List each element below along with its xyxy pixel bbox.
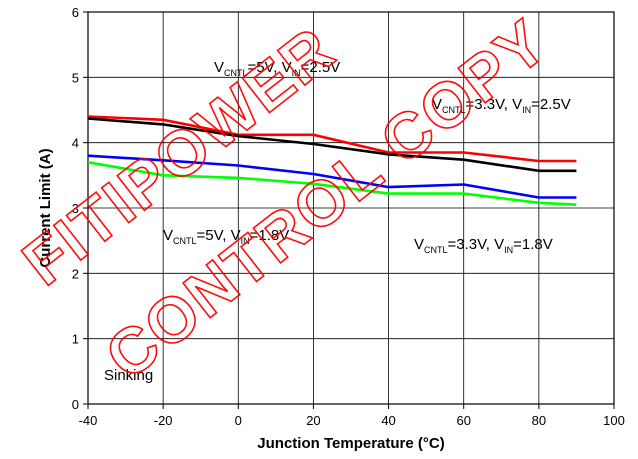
x-tick-label: 60 <box>456 413 470 428</box>
x-tick-label: 80 <box>532 413 546 428</box>
x-tick-label: -20 <box>154 413 173 428</box>
y-axis-label: Current Limit (A) <box>37 148 54 267</box>
y-tick-label: 5 <box>72 70 79 85</box>
series-line-3 <box>87 154 577 199</box>
x-axis-label: Junction Temperature (°C) <box>257 435 444 452</box>
annotation-vcntl33-vin18: VCNTL=3.3V, VIN=1.8V <box>414 236 553 255</box>
sinking-label: Sinking <box>104 367 153 384</box>
series-line-1 <box>87 115 577 163</box>
y-tick-label: 4 <box>72 136 79 151</box>
y-tick-label: 3 <box>72 201 79 216</box>
annotation-vcntl5-vin18: VCNTL=5V, VIN=1.8V <box>163 227 289 246</box>
y-tick-label: 6 <box>72 5 79 20</box>
annotation-vcntl33-vin25: VCNTL=3.3V, VIN=2.5V <box>432 96 571 115</box>
y-tick-label: 2 <box>72 266 79 281</box>
x-tick-label: 100 <box>603 413 625 428</box>
series-line-4 <box>87 161 577 206</box>
series-line-2 <box>87 117 577 173</box>
axis-ticks: -40 -20 0 20 40 60 80 100 0 1 2 3 4 5 6 <box>72 5 625 428</box>
x-tick-label: -40 <box>79 413 98 428</box>
x-tick-label: 20 <box>306 413 320 428</box>
y-tick-label: 0 <box>72 397 79 412</box>
y-tick-label: 1 <box>72 332 79 347</box>
x-tick-label: 40 <box>381 413 395 428</box>
series-lines <box>87 115 577 206</box>
annotation-vcntl5-vin25: VCNTL=5V, VIN=2.5V <box>214 59 340 78</box>
x-tick-label: 0 <box>235 413 242 428</box>
